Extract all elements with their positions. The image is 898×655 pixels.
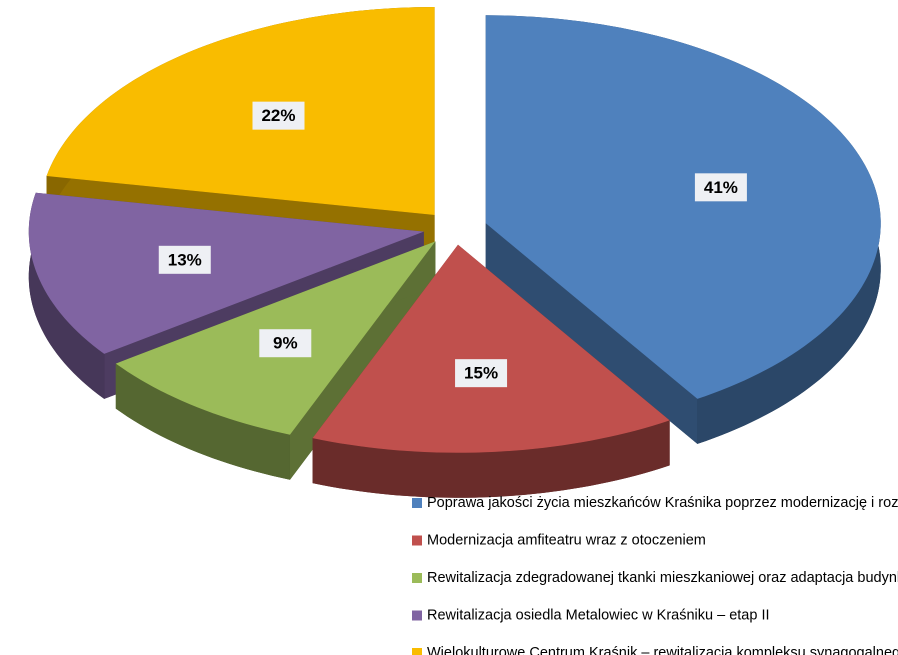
slice <box>312 244 670 498</box>
label-box <box>158 245 211 274</box>
data-label: 22% <box>261 106 295 125</box>
legend-label: Rewitalizacja zdegradowanej tkanki miesz… <box>427 570 898 586</box>
legend-swatch <box>412 535 422 546</box>
data-label: 41% <box>704 178 738 197</box>
data-label: 15% <box>464 364 498 383</box>
legend-swatch <box>412 573 422 583</box>
slice-top <box>46 7 435 216</box>
data-label: 9% <box>273 334 298 353</box>
legend-label: Poprawa jakości życia mieszkańców Kraśni… <box>427 495 898 511</box>
slice-top <box>485 15 881 399</box>
slice-rim <box>115 363 290 480</box>
label-box <box>694 173 747 202</box>
legend-swatch <box>412 648 422 655</box>
label-box <box>259 329 312 358</box>
slice-wall <box>485 223 698 444</box>
legend-swatch <box>412 610 422 621</box>
data-label: 13% <box>168 250 202 269</box>
slice-rim <box>312 420 670 498</box>
label-box <box>252 101 305 130</box>
legend-label: Modernizacja amfiteatru wraz z otoczenie… <box>427 532 706 548</box>
label-box <box>455 359 508 388</box>
slice-rim <box>28 192 105 399</box>
legend-swatch <box>412 498 422 508</box>
slice-top <box>312 244 670 453</box>
legend-label: Rewitalizacja osiedla Metalowiec w Kraśn… <box>427 607 770 623</box>
legend-label: Wielokulturowe Centrum Kraśnik – rewital… <box>427 645 898 655</box>
slice <box>485 15 881 444</box>
slice-top <box>28 192 424 354</box>
